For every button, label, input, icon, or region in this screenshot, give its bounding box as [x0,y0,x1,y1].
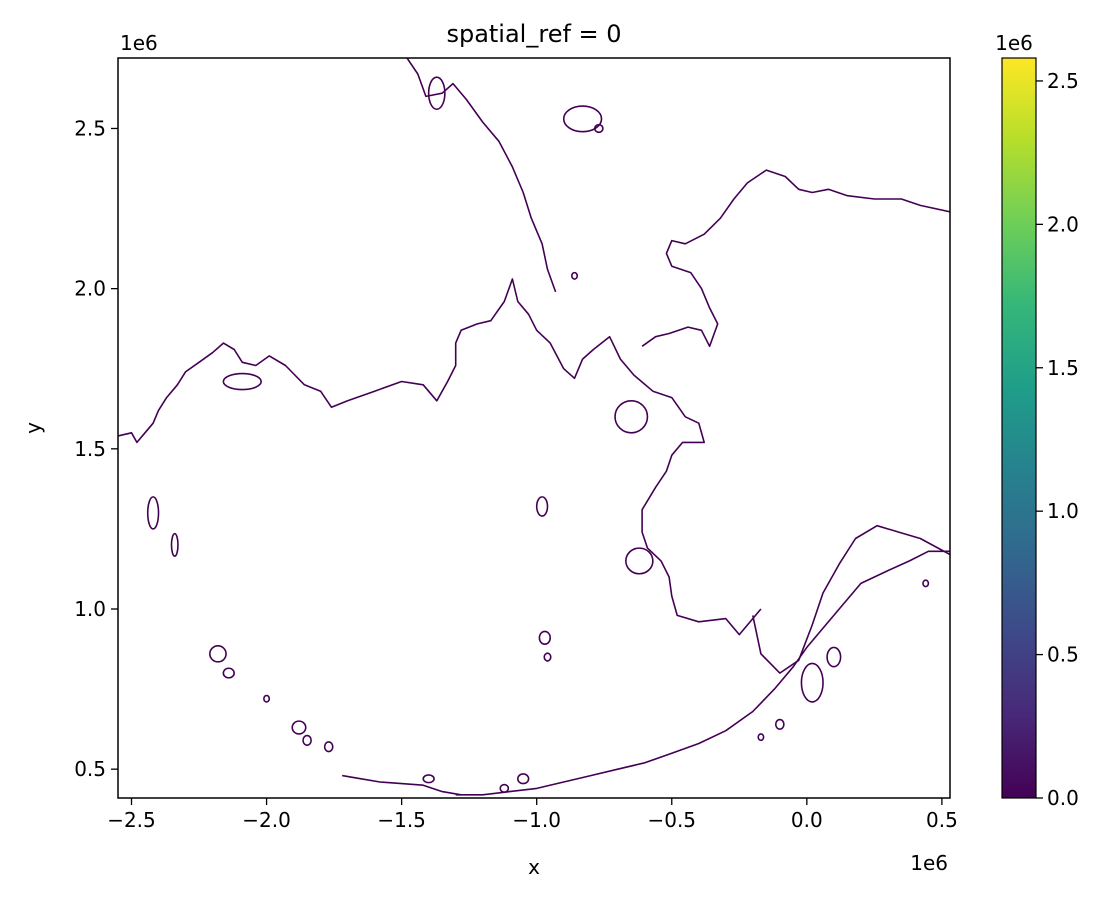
coastline-layer [118,58,950,796]
colorbar-ticks: 0.0 0.5 1.0 1.5 2.0 2.5 [1036,69,1079,810]
x-tick-label: 0.5 [926,808,958,832]
coastline-mainland-west [118,278,762,636]
island-sw-4 [291,720,307,735]
y-offset-text: 1e6 [120,31,158,55]
x-tick-label: −1.0 [512,808,561,832]
island-northwest-1 [427,76,446,111]
colorbar-tick-label: 1.0 [1047,499,1079,523]
coastline-mainland-northeast [641,169,950,348]
island-west-1 [146,496,160,530]
coastline-peninsula-north [752,524,950,674]
x-axis: −2.5 −2.0 −1.5 −1.0 −0.5 0.0 0.5 [107,798,958,832]
island-east-1 [922,579,930,588]
island-nunivak [614,399,649,434]
island-strait [571,271,579,280]
colorbar [1001,57,1037,799]
colorbar-tick-label: 2.5 [1047,69,1079,93]
island-aleut-1 [516,773,530,785]
x-tick-label: −0.5 [647,808,696,832]
island-kodiak [625,547,654,575]
island-sw-1 [209,645,227,663]
island-north-1 [562,105,603,133]
island-pribilof-2 [538,630,552,646]
plot-area [117,57,951,799]
x-tick-label: 0.0 [791,808,823,832]
coastline-peninsula-south [455,550,950,796]
y-axis: 0.5 1.0 1.5 2.0 2.5 [74,116,118,781]
island-sw-6 [323,741,334,753]
y-tick-label: 1.0 [74,597,106,621]
colorbar-tick-label: 2.0 [1047,212,1079,236]
y-axis-label: y [21,422,45,434]
y-tick-label: 1.5 [74,437,106,461]
island-gulf-2 [757,733,765,742]
colorbar-tick-label: 0.5 [1047,643,1079,667]
island-aleut-3 [422,774,435,784]
island-aleut-2 [499,783,510,794]
y-tick-label: 2.0 [74,277,106,301]
island-sw-3 [263,694,271,703]
island-pribilof-1 [535,496,549,517]
island-sw-2 [222,667,235,679]
island-kenai-1 [800,662,824,703]
x-offset-text: 1e6 [910,851,948,875]
chart-title: spatial_ref = 0 [446,20,621,48]
coastline-aleutian-chain [342,774,462,796]
x-tick-label: −2.5 [107,808,156,832]
island-north-2 [593,123,604,134]
island-st-lawrence [222,372,262,391]
colorbar-tick-label: 0.0 [1047,786,1079,810]
y-tick-label: 0.5 [74,757,106,781]
colorbar-offset-text: 1e6 [995,31,1033,55]
y-tick-label: 2.5 [74,116,106,140]
island-gulf-1 [774,718,785,730]
island-kenai-2 [826,646,842,668]
island-pribilof-3 [543,652,552,662]
x-tick-label: −1.5 [377,808,426,832]
island-west-2 [170,532,179,557]
x-tick-label: −2.0 [242,808,291,832]
island-sw-5 [302,734,312,746]
x-axis-label: x [528,855,540,879]
colorbar-tick-label: 1.5 [1047,356,1079,380]
